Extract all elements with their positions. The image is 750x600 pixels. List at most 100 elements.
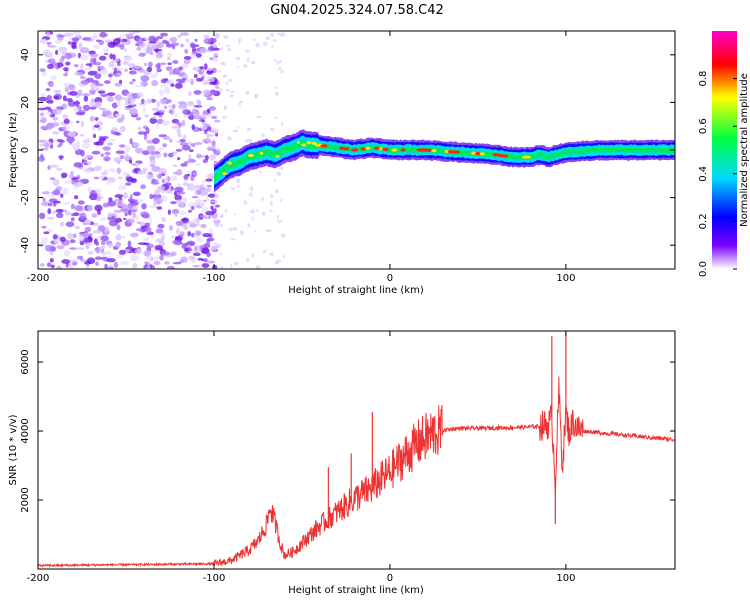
- noise-speckle: [146, 266, 151, 269]
- noise-speckle: [207, 145, 217, 149]
- noise-speckle: [153, 256, 159, 261]
- noise-speckle: [196, 205, 203, 209]
- noise-speckle: [224, 36, 229, 40]
- noise-speckle: [82, 105, 88, 109]
- noise-speckle: [148, 35, 156, 43]
- noise-speckle: [64, 52, 72, 60]
- noise-speckle: [65, 221, 75, 228]
- noise-speckle: [50, 75, 57, 81]
- noise-speckle: [200, 223, 207, 229]
- noise-speckle: [77, 200, 85, 205]
- noise-speckle: [202, 199, 207, 203]
- snr-x-ticks: -200 -100 0 100: [27, 331, 575, 584]
- noise-speckle: [251, 253, 255, 258]
- noise-speckle: [69, 90, 78, 96]
- noise-speckle: [90, 70, 98, 74]
- noise-speckle: [98, 135, 103, 142]
- noise-speckle: [219, 252, 223, 256]
- noise-speckle: [73, 195, 79, 200]
- noise-speckle: [106, 115, 115, 119]
- noise-speckle: [100, 240, 106, 246]
- noise-speckle: [175, 228, 181, 235]
- y-tick-label: 4000: [20, 418, 31, 443]
- noise-speckle: [156, 185, 166, 191]
- noise-speckle: [169, 251, 177, 257]
- noise-speckle: [49, 177, 56, 181]
- noise-speckle: [112, 54, 116, 61]
- ridge-hotspot: [301, 143, 307, 147]
- noise-speckle: [172, 164, 178, 168]
- noise-speckle: [94, 73, 102, 80]
- noise-speckle: [146, 66, 153, 73]
- noise-speckle: [41, 201, 50, 207]
- snr-panel: -200 -100 0 100 2000 4000 6000 Height of stra…: [8, 330, 676, 596]
- noise-speckle: [148, 61, 153, 68]
- noise-speckle: [136, 221, 142, 224]
- y-tick-label: -40: [20, 237, 31, 253]
- spectrogram-y-label: Frequency (Hz): [8, 112, 19, 188]
- noise-speckle: [119, 129, 124, 134]
- noise-speckle: [205, 196, 209, 202]
- noise-speckle: [179, 107, 186, 111]
- noise-speckle: [104, 226, 109, 234]
- noise-speckle: [261, 133, 265, 138]
- noise-speckle: [245, 90, 250, 96]
- noise-speckle: [128, 70, 137, 75]
- noise-speckle: [144, 62, 148, 67]
- noise-speckle: [103, 52, 109, 56]
- noise-speckle: [70, 217, 75, 222]
- noise-speckle: [98, 69, 108, 76]
- noise-speckle: [100, 153, 104, 158]
- noise-speckle: [93, 176, 100, 180]
- noise-speckle: [230, 90, 235, 94]
- noise-speckle: [61, 174, 66, 179]
- noise-speckle: [172, 44, 176, 50]
- noise-speckle: [69, 120, 73, 125]
- noise-speckle: [156, 100, 160, 108]
- noise-speckle: [187, 158, 195, 163]
- noise-speckle: [140, 184, 146, 190]
- noise-speckle: [129, 193, 133, 201]
- noise-speckle: [91, 150, 101, 155]
- noise-speckle: [150, 182, 160, 185]
- noise-speckle: [271, 45, 274, 48]
- noise-speckle: [50, 264, 55, 269]
- noise-speckle: [214, 204, 221, 208]
- noise-speckle: [227, 48, 232, 52]
- noise-speckle: [116, 167, 122, 175]
- noise-speckle: [193, 113, 199, 117]
- y-tick-label: 20: [20, 96, 31, 109]
- noise-speckle: [265, 36, 270, 40]
- noise-speckle: [190, 143, 196, 148]
- noise-speckle: [176, 183, 182, 187]
- noise-speckle: [148, 150, 156, 156]
- noise-speckle: [279, 59, 282, 64]
- noise-speckle: [47, 202, 53, 207]
- noise-speckle: [183, 55, 192, 61]
- noise-speckle: [149, 193, 154, 200]
- ridge-hotspot: [360, 147, 367, 151]
- noise-speckle: [49, 257, 54, 263]
- spectrogram-x-label: Height of straight line (km): [288, 285, 424, 296]
- noise-speckle: [179, 231, 185, 237]
- noise-speckle: [208, 134, 215, 137]
- noise-speckle: [62, 188, 69, 195]
- noise-speckle: [158, 241, 166, 247]
- y-tick-label: 2000: [20, 487, 31, 512]
- noise-speckle: [163, 87, 171, 95]
- noise-speckle: [62, 95, 67, 102]
- noise-speckle: [177, 199, 182, 205]
- noise-speckle: [195, 230, 201, 236]
- noise-speckle: [94, 204, 103, 212]
- noise-speckle: [172, 239, 180, 245]
- noise-speckle: [114, 94, 123, 101]
- noise-speckle: [72, 31, 81, 36]
- noise-speckle: [95, 117, 99, 121]
- noise-speckle: [211, 140, 216, 147]
- noise-speckle: [74, 181, 84, 187]
- noise-speckle: [82, 232, 89, 239]
- noise-speckle: [187, 209, 192, 213]
- noise-speckle: [251, 216, 254, 221]
- noise-speckle: [224, 209, 228, 213]
- noise-speckle: [156, 206, 163, 210]
